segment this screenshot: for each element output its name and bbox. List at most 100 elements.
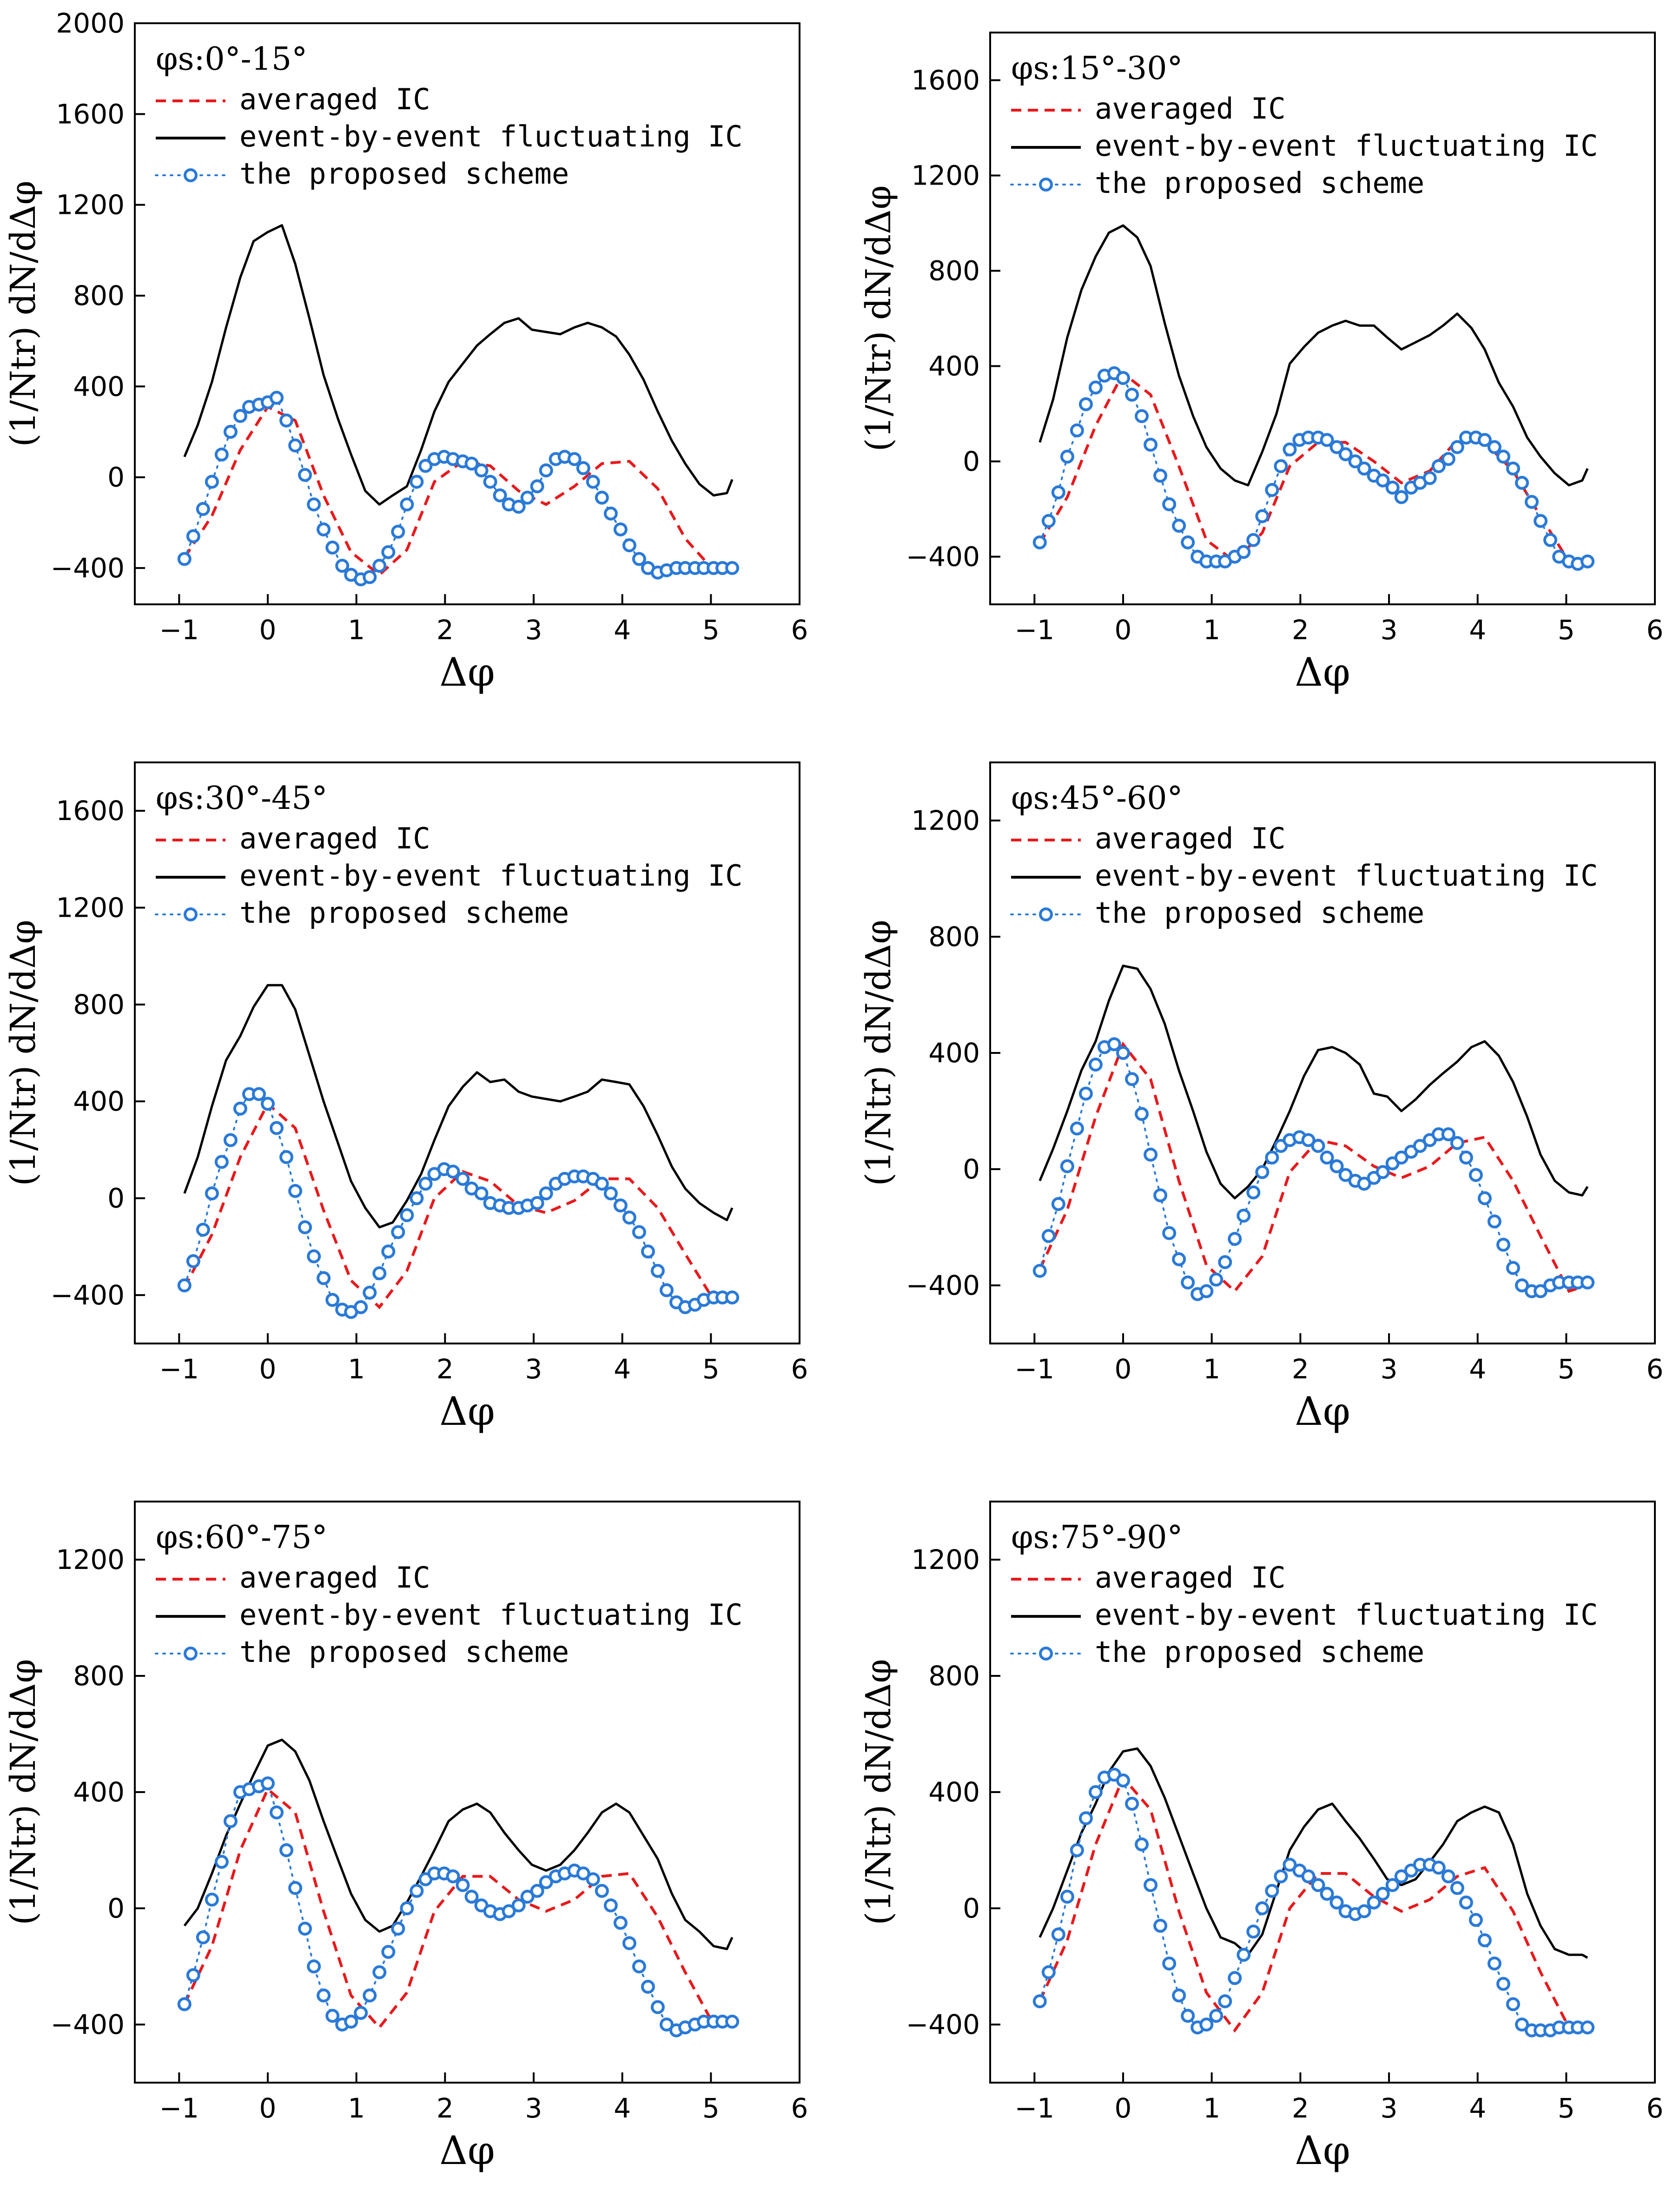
plot-frame <box>989 32 1656 605</box>
legend-label-proposed: the proposed scheme <box>239 157 569 191</box>
legend-label-averaged: averaged IC <box>1095 821 1286 855</box>
y-tick-label: 400 <box>928 1037 980 1069</box>
data-point-proposed <box>381 1945 396 1959</box>
y-tick-label: 1200 <box>56 892 125 924</box>
data-point-proposed <box>1459 1151 1473 1165</box>
data-point-proposed <box>418 459 433 473</box>
data-point-proposed <box>1246 1185 1261 1199</box>
x-tick-label: 4 <box>1469 614 1486 646</box>
y-tick-label: 0 <box>107 1183 125 1214</box>
x-tick-label: 1 <box>348 1353 365 1385</box>
data-point-proposed <box>233 409 247 423</box>
data-point-proposed <box>1153 469 1168 483</box>
data-point-proposed <box>1477 1191 1492 1205</box>
panel-title: φs:0°-15° <box>156 41 307 78</box>
data-point-proposed <box>1441 1869 1455 1884</box>
data-point-proposed <box>196 1223 210 1237</box>
data-point-proposed <box>1301 1133 1316 1147</box>
data-point-proposed <box>1265 483 1279 497</box>
data-point-proposed <box>1422 471 1437 485</box>
y-tick-label: −400 <box>906 541 980 573</box>
x-tick-label: 0 <box>259 1353 277 1385</box>
data-point-proposed <box>1181 1275 1195 1290</box>
data-point-proposed <box>205 1893 219 1907</box>
data-point-proposed <box>456 1878 470 1892</box>
data-point-proposed <box>1125 1797 1139 1811</box>
data-point-proposed <box>1144 437 1158 452</box>
data-point-proposed <box>1376 1886 1390 1901</box>
data-point-proposed <box>1041 1965 1056 1979</box>
data-point-proposed <box>1320 433 1334 447</box>
x-tick-label: 4 <box>1469 1353 1486 1385</box>
data-point-proposed <box>1246 1925 1261 1939</box>
x-tick-label: 0 <box>1115 2092 1132 2124</box>
y-tick-label: 0 <box>963 1893 980 1924</box>
x-tick-label: 0 <box>1115 1353 1132 1385</box>
data-point-proposed <box>1506 1261 1520 1275</box>
data-point-proposed <box>1450 440 1464 454</box>
data-point-proposed <box>586 1872 600 1886</box>
data-point-proposed <box>530 479 544 494</box>
data-point-proposed <box>1441 1127 1455 1141</box>
data-point-proposed <box>539 463 553 477</box>
data-point-proposed <box>372 1965 387 1979</box>
data-point-proposed <box>641 1979 655 1994</box>
data-point-proposed <box>1246 533 1261 547</box>
x-tick-label: 1 <box>1203 614 1220 646</box>
data-point-proposed <box>1329 1895 1344 1910</box>
data-point-proposed <box>288 438 303 453</box>
legend-marker-proposed <box>1039 1647 1053 1661</box>
data-area <box>1032 1747 1595 2038</box>
x-tick-label: 5 <box>1558 614 1575 646</box>
data-point-proposed <box>400 497 414 512</box>
y-tick-label: 1200 <box>911 805 980 836</box>
data-point-proposed <box>1376 473 1390 488</box>
data-point-proposed <box>1078 1086 1093 1101</box>
data-point-proposed <box>1367 1895 1381 1910</box>
legend-label-averaged: averaged IC <box>239 82 430 116</box>
data-point-proposed <box>1450 1881 1464 1895</box>
series-line-averaged <box>1038 1775 1588 2033</box>
data-point-proposed <box>354 1300 368 1314</box>
data-point-proposed <box>1162 1226 1177 1240</box>
data-point-proposed <box>725 1290 740 1305</box>
data-point-proposed <box>603 1186 618 1201</box>
data-point-proposed <box>1228 1971 1242 1985</box>
x-tick-label: 2 <box>437 1353 454 1385</box>
x-tick-label: 4 <box>614 614 631 646</box>
data-point-proposed <box>288 1184 303 1198</box>
data-point-proposed <box>214 1155 229 1169</box>
data-point-proposed <box>1357 1904 1371 1919</box>
data-point-proposed <box>317 1271 331 1285</box>
x-axis-label: Δφ <box>439 649 495 695</box>
x-axis-label: Δφ <box>1295 2128 1350 2173</box>
legend-label-proposed: the proposed scheme <box>239 1635 569 1669</box>
data-point-proposed <box>307 497 321 512</box>
data-point-proposed <box>1107 1037 1121 1052</box>
data-point-proposed <box>391 1921 405 1936</box>
data-point-proposed <box>1320 1151 1334 1165</box>
data-point-proposed <box>325 1293 340 1307</box>
data-point-proposed <box>298 1220 312 1234</box>
data-point-proposed <box>270 390 284 405</box>
data-point-proposed <box>363 1285 377 1300</box>
data-point-proposed <box>1441 452 1455 466</box>
plot-frame <box>134 761 800 1344</box>
legend-label-averaged: averaged IC <box>239 1561 430 1595</box>
data-point-proposed <box>1032 1264 1047 1278</box>
x-axis-label: Δφ <box>1295 1389 1350 1434</box>
data-point-proposed <box>446 1869 460 1884</box>
data-point-proposed <box>725 561 740 575</box>
y-axis-label: (1/Ntr) dN/dΔφ <box>859 185 899 452</box>
plot-frame <box>134 22 800 605</box>
data-point-proposed <box>1338 1168 1353 1182</box>
data-point-proposed <box>1450 1136 1464 1150</box>
y-axis-label: (1/Ntr) dN/dΔφ <box>3 920 43 1186</box>
data-point-proposed <box>1301 1869 1316 1884</box>
data-point-proposed <box>520 1890 535 1904</box>
data-point-proposed <box>474 463 489 477</box>
data-point-proposed <box>307 1959 321 1973</box>
x-axis-label: Δφ <box>1295 649 1350 695</box>
data-point-proposed <box>1394 1151 1409 1165</box>
legend-label-fluctuating: event-by-event fluctuating IC <box>1095 859 1598 893</box>
